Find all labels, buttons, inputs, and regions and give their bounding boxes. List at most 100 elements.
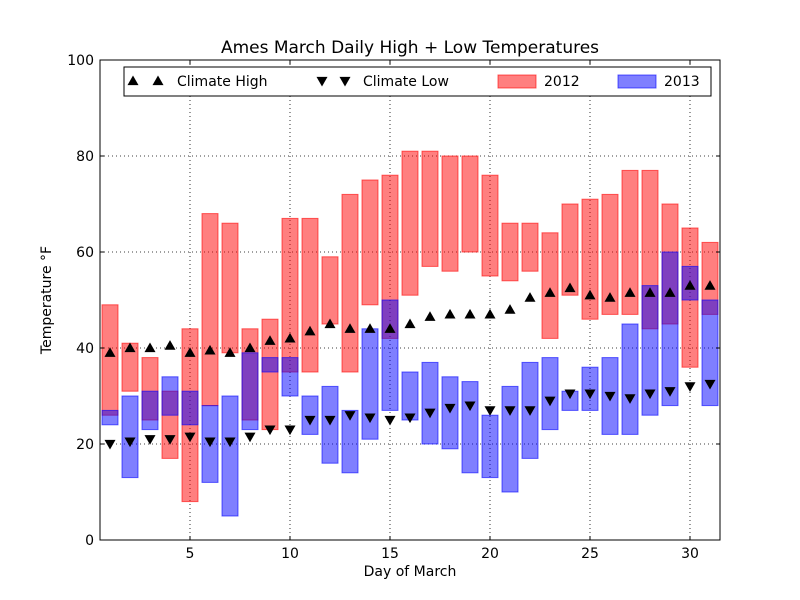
climate-high-marker-day-21: [504, 304, 516, 314]
bar-2012-day-6: [201, 213, 219, 407]
bar-2013-day-5: [181, 390, 199, 426]
bar-2013-day-29: [661, 251, 679, 407]
bar-2013-day-25: [581, 366, 599, 411]
bar-2012-day-23: [541, 232, 559, 339]
climate-low-marker-day-6: [204, 437, 216, 448]
climate-high-marker-day-8: [244, 342, 256, 353]
x-tick-label: 20: [481, 546, 499, 562]
bar-2013-day-10: [281, 357, 299, 397]
climate-low-marker-day-29: [664, 387, 676, 397]
climate-low-marker-day-1: [104, 439, 116, 450]
y-tick-label: 20: [76, 437, 94, 453]
climate-low-marker-day-23: [544, 396, 556, 407]
climate-low-marker-day-8: [244, 432, 256, 443]
bar-2013-day-9: [261, 357, 279, 373]
legend-label-2013: 2013: [664, 74, 700, 90]
bar-2013-day-1: [101, 409, 119, 426]
climate-high-marker-day-19: [464, 308, 476, 319]
climate-low-marker-day-30: [684, 382, 696, 392]
y-tick-label: 0: [85, 533, 94, 549]
legend-label-climate-high: Climate High: [177, 74, 268, 90]
climate-low-marker-day-16: [404, 413, 416, 424]
bar-2012-day-26: [601, 193, 619, 315]
y-tick-label: 100: [67, 53, 94, 69]
climate-low-marker-day-22: [524, 406, 536, 416]
bar-2012-day-14: [361, 179, 379, 306]
climate-low-marker-day-5: [184, 432, 196, 443]
y-tick-label: 60: [76, 245, 94, 261]
bar-2012-day-12: [321, 256, 339, 325]
climate-high-marker-day-13: [344, 323, 356, 333]
climate-high-marker-day-26: [604, 292, 616, 302]
climate-high-marker-day-6: [204, 344, 216, 355]
climate-low-marker-day-13: [344, 411, 356, 421]
bar-2013-day-4: [161, 376, 179, 416]
x-tick-label: 25: [581, 546, 599, 562]
climate-low-marker-day-9: [264, 425, 276, 436]
climate-low-marker-day-31: [704, 379, 716, 390]
legend-marker-climate-low: [339, 76, 351, 87]
climate-low-marker-day-27: [624, 394, 636, 404]
climate-high-marker-day-16: [404, 318, 416, 329]
bar-2013-day-8: [241, 352, 259, 431]
bar-2013-day-31: [701, 299, 719, 407]
climate-low-marker-day-12: [324, 415, 336, 426]
climate-low-marker-day-20: [484, 406, 496, 416]
climate-high-marker-day-30: [684, 280, 696, 290]
legend-swatch-2012: [497, 74, 537, 89]
legend-box: [123, 66, 712, 97]
climate-high-marker-day-27: [624, 287, 636, 297]
climate-low-marker-day-3: [144, 435, 156, 445]
climate-low-marker-day-19: [464, 401, 476, 412]
climate-low-marker-day-28: [644, 389, 656, 400]
climate-high-marker-day-3: [144, 342, 156, 353]
climate-low-marker-day-10: [284, 425, 296, 436]
bar-2012-day-17: [421, 150, 439, 267]
bar-2012-day-22: [521, 222, 539, 272]
climate-high-marker-day-20: [484, 308, 496, 319]
climate-high-marker-day-31: [704, 280, 716, 290]
climate-high-marker-day-10: [284, 332, 296, 343]
climate-low-marker-day-26: [604, 391, 616, 402]
y-axis-label: Temperature °F: [39, 246, 55, 355]
bar-2013-day-2: [121, 395, 139, 479]
bar-2012-day-21: [501, 222, 519, 282]
climate-low-marker-day-17: [424, 408, 436, 419]
legend-label-climate-low: Climate Low: [363, 74, 449, 90]
climate-high-marker-day-5: [184, 347, 196, 357]
bar-2013-day-3: [141, 390, 159, 431]
climate-high-marker-day-23: [544, 287, 556, 297]
bar-2013-day-11: [301, 395, 319, 435]
climate-high-marker-day-4: [164, 340, 176, 350]
bar-2012-day-10: [281, 217, 299, 373]
bar-2013-day-15: [381, 299, 399, 411]
bar-2013-day-17: [421, 361, 439, 445]
legend: Climate High Climate Low 2012 2013: [123, 66, 712, 97]
bar-layer: [101, 150, 719, 517]
bar-2012-day-16: [401, 150, 419, 296]
bar-2012-day-27: [621, 169, 639, 315]
climate-low-marker-day-14: [364, 413, 376, 424]
x-tick-label: 30: [681, 546, 699, 562]
bar-2013-day-21: [501, 385, 519, 493]
climate-high-marker-day-17: [424, 311, 436, 321]
y-tick-label: 80: [76, 149, 94, 165]
legend-marker-climate-low: [316, 76, 328, 87]
bar-2012-day-1: [101, 304, 119, 416]
climate-high-marker-day-11: [304, 325, 316, 336]
climate-low-marker-day-15: [384, 415, 396, 426]
climate-low-marker-day-21: [504, 406, 516, 416]
x-tick-label: 15: [381, 546, 399, 562]
bar-2013-day-7: [221, 395, 239, 517]
plot-frame: [99, 59, 721, 541]
legend-marker-climate-high: [152, 75, 164, 86]
climate-low-marker-day-7: [224, 437, 236, 448]
climate-high-marker-day-1: [104, 347, 116, 357]
climate-high-marker-day-7: [224, 347, 236, 357]
climate-low-marker-day-24: [564, 389, 576, 400]
climate-low-marker-day-25: [584, 389, 596, 400]
climate-high-marker-day-28: [644, 287, 656, 297]
bar-2012-day-25: [581, 198, 599, 320]
bar-2013-day-16: [401, 371, 419, 421]
